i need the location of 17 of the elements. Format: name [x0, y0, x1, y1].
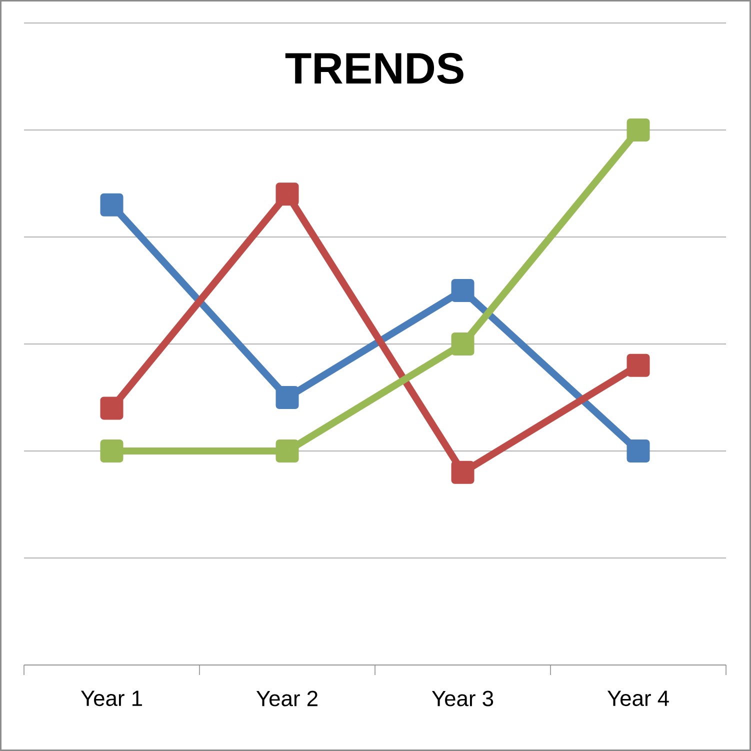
- x-tick-label: Year 1: [80, 690, 142, 706]
- point: [626, 439, 650, 462]
- x-tick-label: Year 2: [256, 690, 318, 706]
- point: [276, 182, 299, 206]
- x-tick-label: Year 4: [607, 690, 669, 706]
- chart-title: TRENDS: [285, 52, 464, 84]
- point: [451, 460, 474, 484]
- point: [626, 354, 650, 377]
- point: [276, 439, 299, 462]
- point: [100, 439, 124, 462]
- point: [100, 193, 124, 216]
- point: [451, 278, 474, 302]
- x-tick-label: Year 3: [432, 690, 494, 706]
- point: [451, 332, 474, 356]
- point: [276, 386, 299, 409]
- point: [626, 118, 650, 142]
- point: [100, 396, 124, 420]
